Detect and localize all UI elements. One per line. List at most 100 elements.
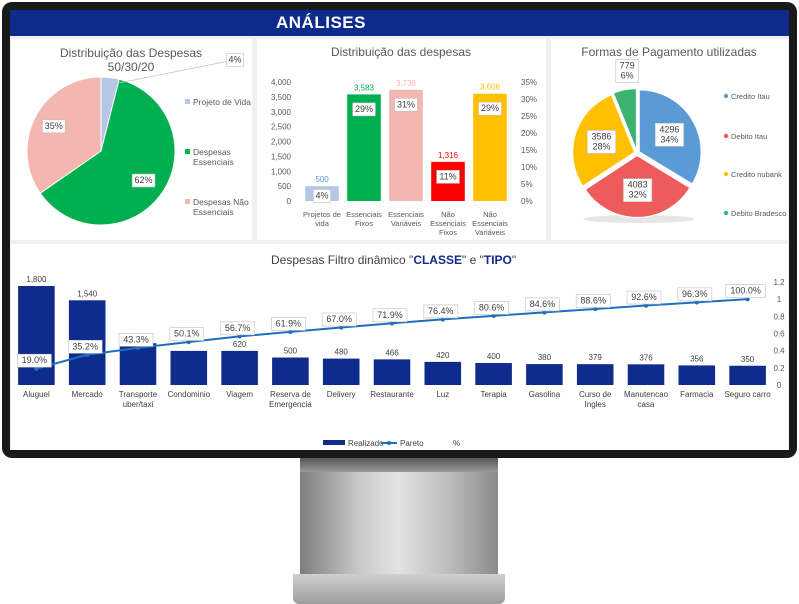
pareto-value-label: 400 [487,352,501,361]
pareto-category-label: Terapia [480,390,507,399]
pareto-point [542,310,547,315]
panel-pareto-expenses: Despesas Filtro dinâmico "CLASSE" e "TIP… [11,244,788,450]
bar1-ytick: 2,000 [271,138,292,147]
pie2-label: 4083 [628,180,648,190]
bar1-category-label: vida [315,219,330,228]
pareto-category-label: Mercado [72,390,104,399]
pareto-legend-marker [387,441,391,445]
pareto-legend-swatch [323,440,345,445]
pie2-legend-label: Debito Bradesco [731,209,786,218]
pareto-percent-label: 56.7% [225,323,251,333]
pareto-point [491,313,496,319]
pie1-legend-swatch [185,149,190,154]
pie1-legend-label: Despesas Não Essenciais [193,197,249,217]
monitor-stand-neck [300,458,498,578]
pareto-point [440,317,445,322]
pareto-percent-label: 76.4% [428,306,454,316]
pareto-legend-label: % [453,439,460,448]
pareto-y2tick: 1 [777,295,782,304]
pie2-label: 3586 [591,131,611,141]
pareto-point [237,334,242,339]
pareto-point [593,306,598,312]
pareto-percent-label: 88.6% [580,295,606,305]
pareto-value-label: 376 [639,353,653,362]
pareto-bar [576,364,614,385]
bar1-y2tick: 5% [521,180,533,189]
bar1-title: Distribuição das despesas [331,45,471,59]
pie2-label-box [654,122,684,147]
pie2-label: 4296 [659,124,679,134]
monitor-frame: ANÁLISES Distribuição das Despesas 50/30… [2,2,797,458]
pie1-legend-swatch [185,99,190,104]
bar1-y2tick: 15% [521,146,537,155]
pie2-legend-label: Credito nubank [731,170,782,179]
pie1-label-box [131,173,156,188]
pareto-bar [526,364,563,385]
pie2-label: 32% [629,190,647,200]
pareto-category-label: Gasolina [529,390,561,399]
pareto-bar [272,357,309,385]
pie1-label: 4% [228,55,241,65]
pareto-percent-label-box [67,339,103,354]
pareto-category-label: Aluguel [23,390,50,399]
pareto-value-label: 620 [233,340,247,349]
bar1-category-label: Essenciais [472,219,508,228]
pareto-percent-label-box [17,353,52,368]
pareto-percent-label-box [423,304,459,319]
bar1-percent-label: 11% [439,171,456,181]
pareto-percent-label: 35.2% [72,341,98,351]
pie2-label: 28% [592,141,610,151]
pareto-value-label: 1,540 [77,289,98,298]
panel-expense-distribution-pie: Distribuição das Despesas 50/30/20 4% 62%… [11,39,252,240]
bar1-y2tick: 25% [521,112,537,121]
pareto-legend-label: Pareto [400,439,424,448]
pareto-percent-label: 67.0% [326,314,352,324]
title-banner: ANÁLISES [10,10,789,36]
bar1-category-label: Fixos [439,228,457,237]
pareto-value-label: 380 [538,353,552,362]
pareto-category-label: Seguro carro [724,390,771,399]
bar1-ytick: 4,000 [271,78,292,87]
bar1-value-label: 3,738 [396,79,417,88]
pareto-point [288,329,293,335]
pareto-value-label: 356 [690,354,704,363]
pie2-label: 779 [620,61,635,71]
pie1-slice [39,78,176,226]
monitor-stand-base [293,574,505,604]
page-title: ANÁLISES [276,13,366,32]
pareto-bar [170,350,208,385]
bar1-value-label: 1,316 [438,151,459,160]
pareto-category-label: Farmacia [680,390,714,399]
pareto-point [694,300,699,305]
pareto-percent-label-box [220,321,255,336]
pareto-bar [627,364,665,385]
pareto-value-label: 350 [741,355,755,364]
pareto-point [389,321,395,326]
panel-payment-methods-pie: Formas de Pagamento utilizadas 4296 34% 40… [551,39,788,240]
pareto-category-label: Viagem [226,390,253,399]
pareto-percent-label-box [321,312,357,327]
pareto-category-label: Ingles [585,400,606,409]
bar1-ytick: 0 [287,197,292,206]
pareto-category-label: Luz [436,390,449,399]
pie1-legend-swatch [185,199,190,204]
bar1-ytick: 3,500 [271,93,292,102]
bar1-ytick: 3,000 [271,108,292,117]
pareto-value-label: 1,800 [26,275,47,284]
pareto-percent-label: 43.3% [123,334,149,344]
bar1-percent-label: 31% [397,99,415,109]
pareto-percent-label-box [626,290,662,305]
bar1-percent-label-box [313,189,331,203]
pareto-percent-label: 80.6% [479,302,505,312]
pareto-percent-label-box [169,327,205,341]
bar1-y2tick: 30% [521,95,537,104]
pareto-category-label: Restaurante [370,390,414,399]
bar1-percent-label-box [352,102,376,117]
pareto-point [186,339,191,345]
pareto-category-label: Curso de [579,390,612,399]
pareto-value-label: 420 [436,351,450,360]
pareto-category-label: Delivery [327,390,356,399]
pareto-y2tick: 0.8 [773,312,785,321]
pareto-point [135,345,141,351]
